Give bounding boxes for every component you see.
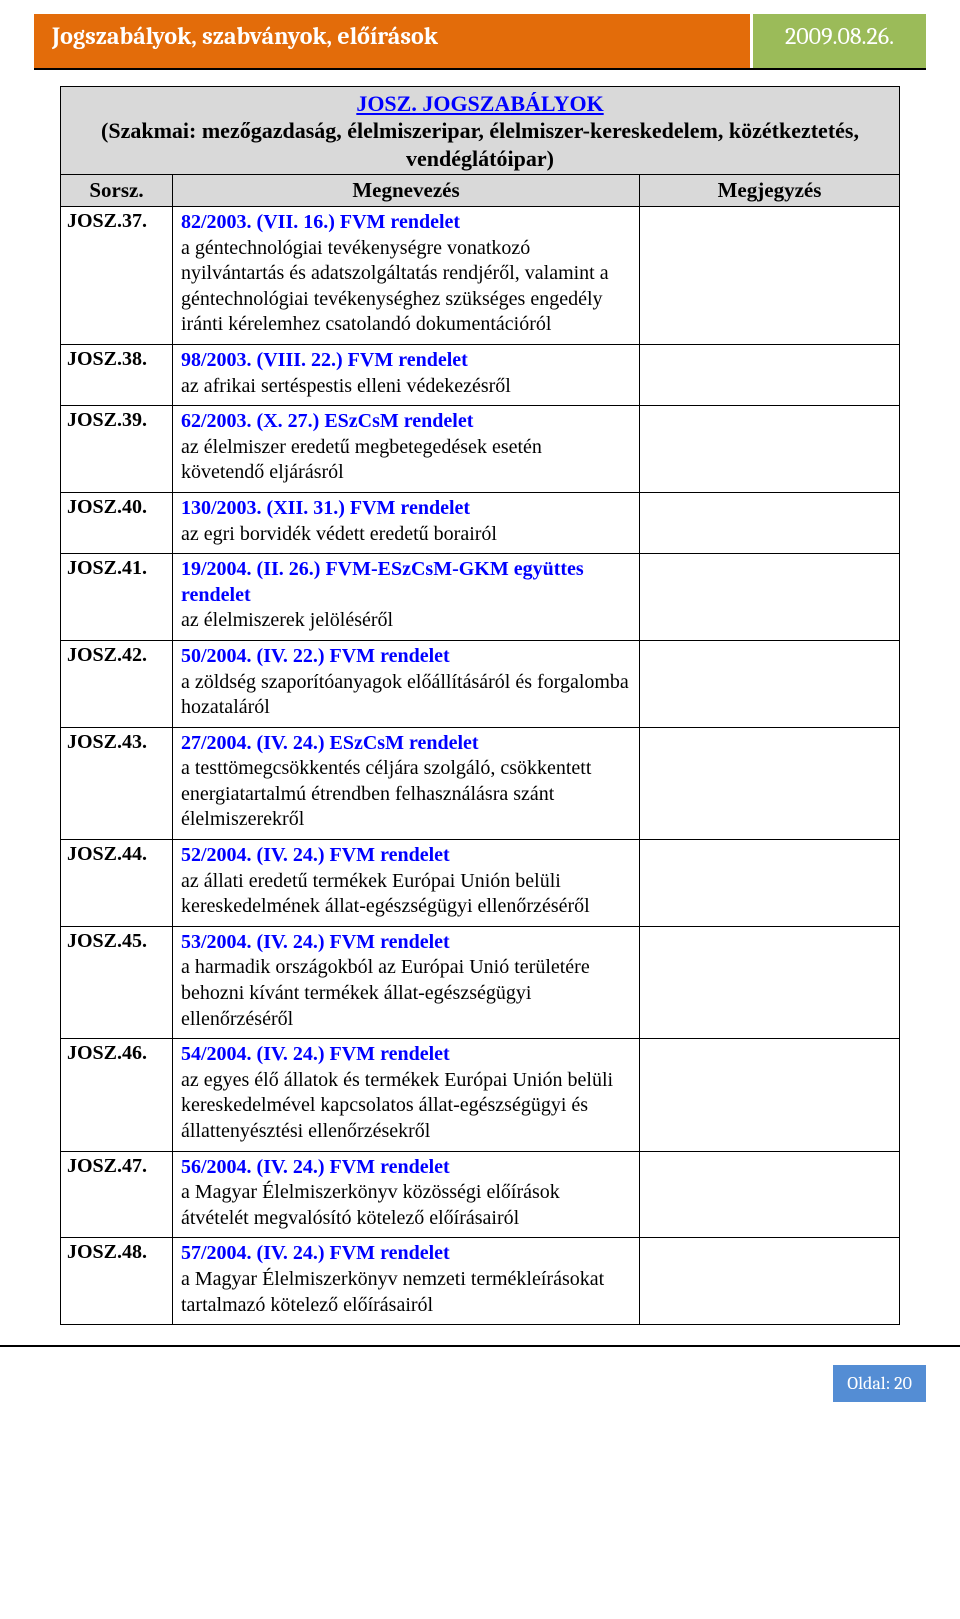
table-subtitle: (Szakmai: mezőgazdaság, élelmiszeripar, …	[67, 117, 893, 172]
regulation-title-link[interactable]: 27/2004. (IV. 24.) ESzCsM rendelet	[181, 732, 479, 754]
regulation-description: a testtömegcsökkentés céljára szolgáló, …	[181, 757, 591, 830]
table-row: JOSZ.38.98/2003. (VIII. 22.) FVM rendele…	[61, 344, 900, 405]
regulation-description: az afrikai sertéspestis elleni védekezés…	[181, 375, 511, 397]
row-note	[640, 640, 900, 727]
row-id: JOSZ.48.	[61, 1238, 173, 1325]
row-id: JOSZ.42.	[61, 640, 173, 727]
row-note	[640, 727, 900, 839]
row-name: 53/2004. (IV. 24.) FVM rendelet a harmadi…	[173, 926, 640, 1038]
header-band: Jogszabályok, szabványok, előírások 2009…	[34, 14, 926, 70]
regulations-table: JOSZ. JOGSZABÁLYOK (Szakmai: mezőgazdasá…	[60, 86, 900, 1325]
header-date-block: 2009.08.26.	[750, 14, 926, 68]
table-row: JOSZ.39.62/2003. (X. 27.) ESzCsM rendele…	[61, 406, 900, 493]
table-header-row: Sorsz. Megnevezés Megjegyzés	[61, 175, 900, 207]
regulation-description: az egyes élő állatok és termékek Európai…	[181, 1069, 613, 1142]
row-note	[640, 1151, 900, 1238]
regulation-title-link[interactable]: 62/2003. (X. 27.) ESzCsM rendelet	[181, 410, 473, 432]
regulation-description: az élelmiszerek jelöléséről	[181, 609, 393, 631]
regulation-description: a Magyar Élelmiszerkönyv közösségi előír…	[181, 1181, 560, 1229]
row-id: JOSZ.46.	[61, 1039, 173, 1151]
row-note	[640, 840, 900, 927]
regulation-description: a géntechnológiai tevékenységre vonatkoz…	[181, 237, 609, 336]
regulation-title-link[interactable]: 50/2004. (IV. 22.) FVM rendelet	[181, 645, 450, 667]
regulation-title-link[interactable]: 56/2004. (IV. 24.) FVM rendelet	[181, 1156, 450, 1178]
row-id: JOSZ.45.	[61, 926, 173, 1038]
table-row: JOSZ.42. 50/2004. (IV. 22.) FVM rendelet a…	[61, 640, 900, 727]
regulation-description: a harmadik országokból az Európai Unió t…	[181, 956, 590, 1029]
table-row: JOSZ.37.82/2003. (VII. 16.) FVM rendelet…	[61, 207, 900, 345]
regulation-title-link[interactable]: 53/2004. (IV. 24.) FVM rendelet	[181, 931, 450, 953]
col-header-note: Megjegyzés	[640, 175, 900, 207]
table-row: JOSZ.41.19/2004. (II. 26.) FVM-ESzCsM-GK…	[61, 554, 900, 641]
page-number: Oldal: 20	[847, 1373, 912, 1394]
row-id: JOSZ.39.	[61, 406, 173, 493]
regulation-description: az élelmiszer eredetű megbetegedések ese…	[181, 436, 542, 484]
row-name: 56/2004. (IV. 24.) FVM rendelet a Magyar …	[173, 1151, 640, 1238]
row-id: JOSZ.38.	[61, 344, 173, 405]
col-header-id: Sorsz.	[61, 175, 173, 207]
row-name: 54/2004. (IV. 24.) FVM rendelet az egyes …	[173, 1039, 640, 1151]
regulation-description: az egri borvidék védett eredetű borairól	[181, 523, 497, 545]
table-title-row: JOSZ. JOGSZABÁLYOK (Szakmai: mezőgazdasá…	[61, 87, 900, 175]
header-title-block: Jogszabályok, szabványok, előírások	[34, 14, 750, 68]
table-main-title[interactable]: JOSZ. JOGSZABÁLYOK	[67, 91, 893, 117]
row-name: 27/2004. (IV. 24.) ESzCsM rendelet a test…	[173, 727, 640, 839]
row-note	[640, 492, 900, 553]
row-note	[640, 926, 900, 1038]
row-name: 98/2003. (VIII. 22.) FVM rendelet az afri…	[173, 344, 640, 405]
regulation-description: a zöldség szaporítóanyagok előállításáró…	[181, 671, 629, 719]
header-date: 2009.08.26.	[785, 22, 894, 50]
row-name: 130/2003. (XII. 31.) FVM rendelet az egri…	[173, 492, 640, 553]
row-id: JOSZ.41.	[61, 554, 173, 641]
row-name: 19/2004. (II. 26.) FVM-ESzCsM-GKM együtt…	[173, 554, 640, 641]
page-number-box: Oldal: 20	[833, 1365, 926, 1402]
header-title: Jogszabályok, szabványok, előírások	[52, 22, 438, 50]
row-id: JOSZ.37.	[61, 207, 173, 345]
row-note	[640, 1039, 900, 1151]
row-name: 57/2004. (IV. 24.) FVM rendelet a Magyar …	[173, 1238, 640, 1325]
table-row: JOSZ.46. 54/2004. (IV. 24.) FVM rendelet a…	[61, 1039, 900, 1151]
regulation-title-link[interactable]: 57/2004. (IV. 24.) FVM rendelet	[181, 1242, 450, 1264]
row-note	[640, 207, 900, 345]
regulation-description: a Magyar Élelmiszerkönyv nemzeti termékl…	[181, 1268, 604, 1316]
table-row: JOSZ.44. 52/2004. (IV. 24.) FVM rendelet a…	[61, 840, 900, 927]
row-note	[640, 554, 900, 641]
table-body: JOSZ.37.82/2003. (VII. 16.) FVM rendelet…	[61, 207, 900, 1325]
regulation-title-link[interactable]: 52/2004. (IV. 24.) FVM rendelet	[181, 844, 450, 866]
table-row: JOSZ.43.27/2004. (IV. 24.) ESzCsM rendel…	[61, 727, 900, 839]
row-id: JOSZ.43.	[61, 727, 173, 839]
regulation-title-link[interactable]: 130/2003. (XII. 31.) FVM rendelet	[181, 497, 470, 519]
row-id: JOSZ.40.	[61, 492, 173, 553]
regulation-title-link[interactable]: 19/2004. (II. 26.) FVM-ESzCsM-GKM együtt…	[181, 558, 584, 606]
row-name: 62/2003. (X. 27.) ESzCsM rendelet az élel…	[173, 406, 640, 493]
table-row: JOSZ.48. 57/2004. (IV. 24.) FVM rendelet a…	[61, 1238, 900, 1325]
row-note	[640, 406, 900, 493]
row-id: JOSZ.47.	[61, 1151, 173, 1238]
footer: Oldal: 20	[0, 1345, 960, 1426]
table-row: JOSZ.40.130/2003. (XII. 31.) FVM rendele…	[61, 492, 900, 553]
content: JOSZ. JOGSZABÁLYOK (Szakmai: mezőgazdasá…	[0, 86, 960, 1345]
row-name: 50/2004. (IV. 22.) FVM rendelet a zöldség…	[173, 640, 640, 727]
row-id: JOSZ.44.	[61, 840, 173, 927]
table-row: JOSZ.45. 53/2004. (IV. 24.) FVM rendelet a…	[61, 926, 900, 1038]
table-row: JOSZ.47. 56/2004. (IV. 24.) FVM rendelet a…	[61, 1151, 900, 1238]
col-header-name: Megnevezés	[173, 175, 640, 207]
row-name: 52/2004. (IV. 24.) FVM rendelet az állati…	[173, 840, 640, 927]
page: Jogszabályok, szabványok, előírások 2009…	[0, 14, 960, 1426]
row-name: 82/2003. (VII. 16.) FVM rendelet a géntec…	[173, 207, 640, 345]
regulation-title-link[interactable]: 98/2003. (VIII. 22.) FVM rendelet	[181, 349, 468, 371]
regulation-title-link[interactable]: 54/2004. (IV. 24.) FVM rendelet	[181, 1043, 450, 1065]
regulation-description: az állati eredetű termékek Európai Unión…	[181, 870, 590, 918]
row-note	[640, 344, 900, 405]
regulation-title-link[interactable]: 82/2003. (VII. 16.) FVM rendelet	[181, 211, 460, 233]
row-note	[640, 1238, 900, 1325]
